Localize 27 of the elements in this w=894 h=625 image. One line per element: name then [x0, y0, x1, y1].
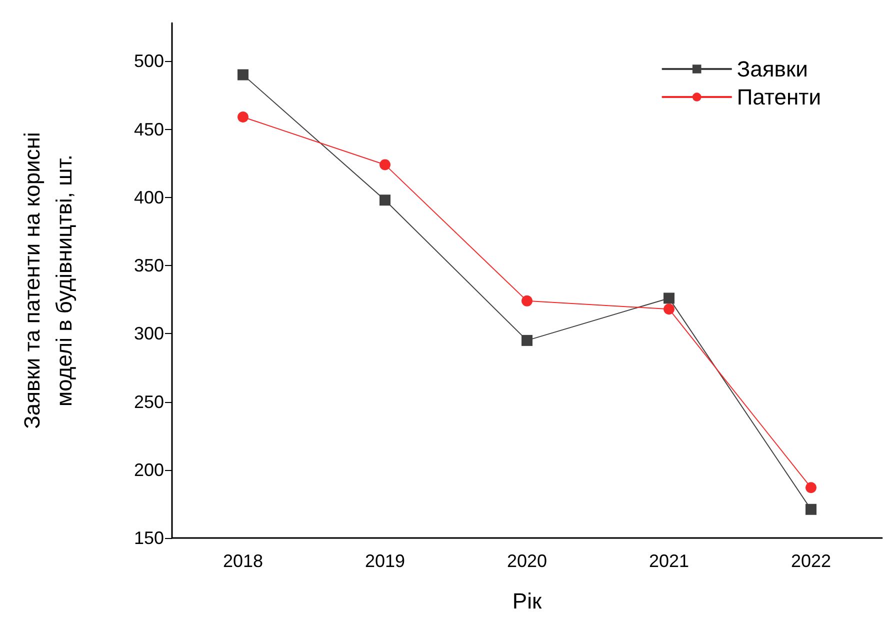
- y-tick-label: 300: [134, 324, 164, 344]
- y-tick-label: 250: [134, 392, 164, 412]
- y-tick-label: 350: [134, 256, 164, 276]
- point: [522, 334, 532, 346]
- point: [806, 504, 816, 515]
- y-tick-label: 500: [134, 51, 164, 72]
- point: [380, 159, 390, 170]
- legend-label: Патенти: [736, 84, 822, 110]
- point: [806, 482, 816, 494]
- y-axis-title: Заявки та патенти на корисні моделі в будівництві, шт.: [20, 132, 76, 429]
- y-tick-label: 450: [134, 119, 164, 140]
- point: [664, 304, 674, 315]
- y-tick-label: 200: [134, 460, 164, 480]
- x-axis-title: Рік: [512, 588, 542, 614]
- y-tick-label: 400: [134, 187, 164, 208]
- y-tick-label: 150: [134, 528, 164, 548]
- point: [380, 194, 390, 206]
- point: [238, 69, 248, 80]
- x-tick-label: 2019: [364, 551, 406, 571]
- x-tick-label: 2018: [222, 551, 264, 571]
- point: [522, 295, 532, 306]
- point: [238, 112, 248, 123]
- point: [664, 292, 674, 304]
- x-tick-label: 2020: [506, 551, 548, 571]
- x-tick-label: 2021: [648, 551, 690, 571]
- legend-label: Заявки: [736, 56, 808, 82]
- x-tick-label: 2022: [790, 551, 832, 571]
